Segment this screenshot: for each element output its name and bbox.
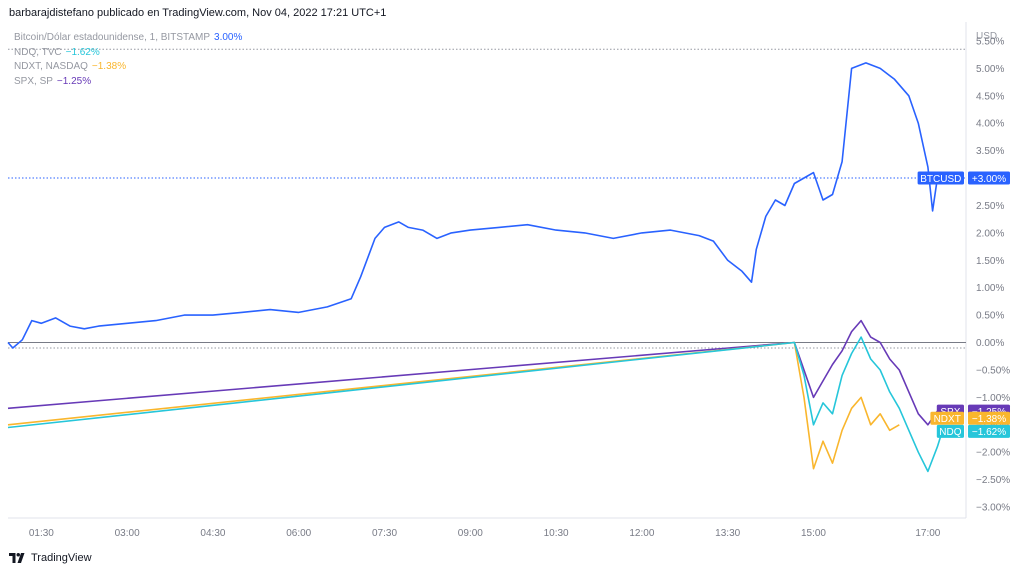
badge-value-bg: [968, 411, 1010, 425]
series-line-ndxt: [7, 341, 900, 470]
x-tick-label: 09:00: [458, 528, 483, 539]
legend-symbol: SPX, SP: [14, 75, 53, 87]
series-line-ndq: [7, 336, 943, 473]
y-tick-label: −2.50%: [976, 475, 1010, 486]
legend-row-btcusd[interactable]: Bitcoin/Dólar estadounidense, 1, BITSTAM…: [14, 31, 242, 46]
y-tick-label: 1.50%: [976, 256, 1004, 267]
y-tick-label: 4.00%: [976, 119, 1004, 130]
y-tick-label: 5.50%: [976, 36, 1004, 47]
badge-name-bg: [917, 171, 964, 185]
legend-row-ndq[interactable]: NDQ, TVC −1.62%: [14, 46, 242, 61]
tradingview-logo-icon: [9, 553, 25, 563]
x-tick-label: 03:00: [115, 528, 140, 539]
y-tick-label: 0.00%: [976, 338, 1004, 349]
series-line-btcusd: [7, 62, 943, 349]
y-tick-label: −0.50%: [976, 365, 1010, 376]
y-tick-label: 2.00%: [976, 228, 1004, 239]
y-tick-label: 4.50%: [976, 91, 1004, 102]
x-tick-label: 07:30: [372, 528, 397, 539]
badge-name-label: BTCUSD: [920, 174, 961, 185]
legend-value: −1.62%: [65, 46, 100, 58]
publisher-header: barbarajdistefano publicado en TradingVi…: [9, 7, 387, 19]
legend-row-ndxt[interactable]: NDXT, NASDAQ −1.38%: [14, 60, 242, 75]
badge-name-label: NDQ: [939, 427, 961, 438]
x-tick-label: 10:30: [544, 528, 569, 539]
y-tick-label: 1.00%: [976, 283, 1004, 294]
badge-value-label: −1.62%: [972, 427, 1006, 438]
y-tick-label: −3.00%: [976, 503, 1010, 514]
badge-btcusd: BTCUSD +3.00%: [917, 171, 1010, 185]
x-tick-label: 06:00: [286, 528, 311, 539]
y-tick-label: 5.00%: [976, 64, 1004, 75]
legend-symbol: NDXT, NASDAQ: [14, 61, 88, 72]
legend-value: 3.00%: [214, 32, 243, 43]
badge-name-label: NDXT: [934, 414, 961, 425]
y-tick-label: 3.50%: [976, 146, 1004, 157]
x-tick-label: 13:30: [715, 528, 740, 539]
badge-ndq: NDQ −1.62%: [936, 424, 1010, 438]
y-tick-label: −2.00%: [976, 448, 1010, 459]
badge-name-bg: [936, 424, 964, 438]
x-tick-label: 01:30: [29, 528, 54, 539]
x-tick-label: 15:00: [801, 528, 826, 539]
badge-value-bg: [968, 171, 1010, 185]
brand-label: TradingView: [31, 552, 92, 564]
series-line-spx: [7, 319, 939, 426]
x-tick-label: 04:30: [200, 528, 225, 539]
footer-brand: TradingView: [9, 552, 92, 564]
legend-row-spx[interactable]: SPX, SP −1.25%: [14, 75, 242, 90]
badge-name-bg: [930, 411, 964, 425]
badge-value-label: +3.00%: [972, 174, 1006, 185]
badge-value-label: −1.38%: [972, 414, 1006, 425]
badge-value-bg: [968, 424, 1010, 438]
y-tick-label: 2.50%: [976, 201, 1004, 212]
currency-label: USD: [976, 31, 997, 42]
badge-ndxt: NDXT −1.38%: [930, 411, 1010, 425]
legend-value: −1.25%: [56, 75, 92, 87]
legend-value: −1.38%: [91, 61, 127, 72]
y-tick-label: 0.50%: [976, 311, 1004, 322]
chart-legend: Bitcoin/Dólar estadounidense, 1, BITSTAM…: [14, 31, 242, 89]
y-tick-label: −1.00%: [976, 393, 1010, 404]
x-tick-label: 17:00: [915, 528, 940, 539]
legend-symbol: Bitcoin/Dólar estadounidense, 1, BITSTAM…: [14, 32, 211, 43]
x-tick-label: 12:00: [629, 528, 654, 539]
legend-symbol: NDQ, TVC: [14, 46, 62, 58]
